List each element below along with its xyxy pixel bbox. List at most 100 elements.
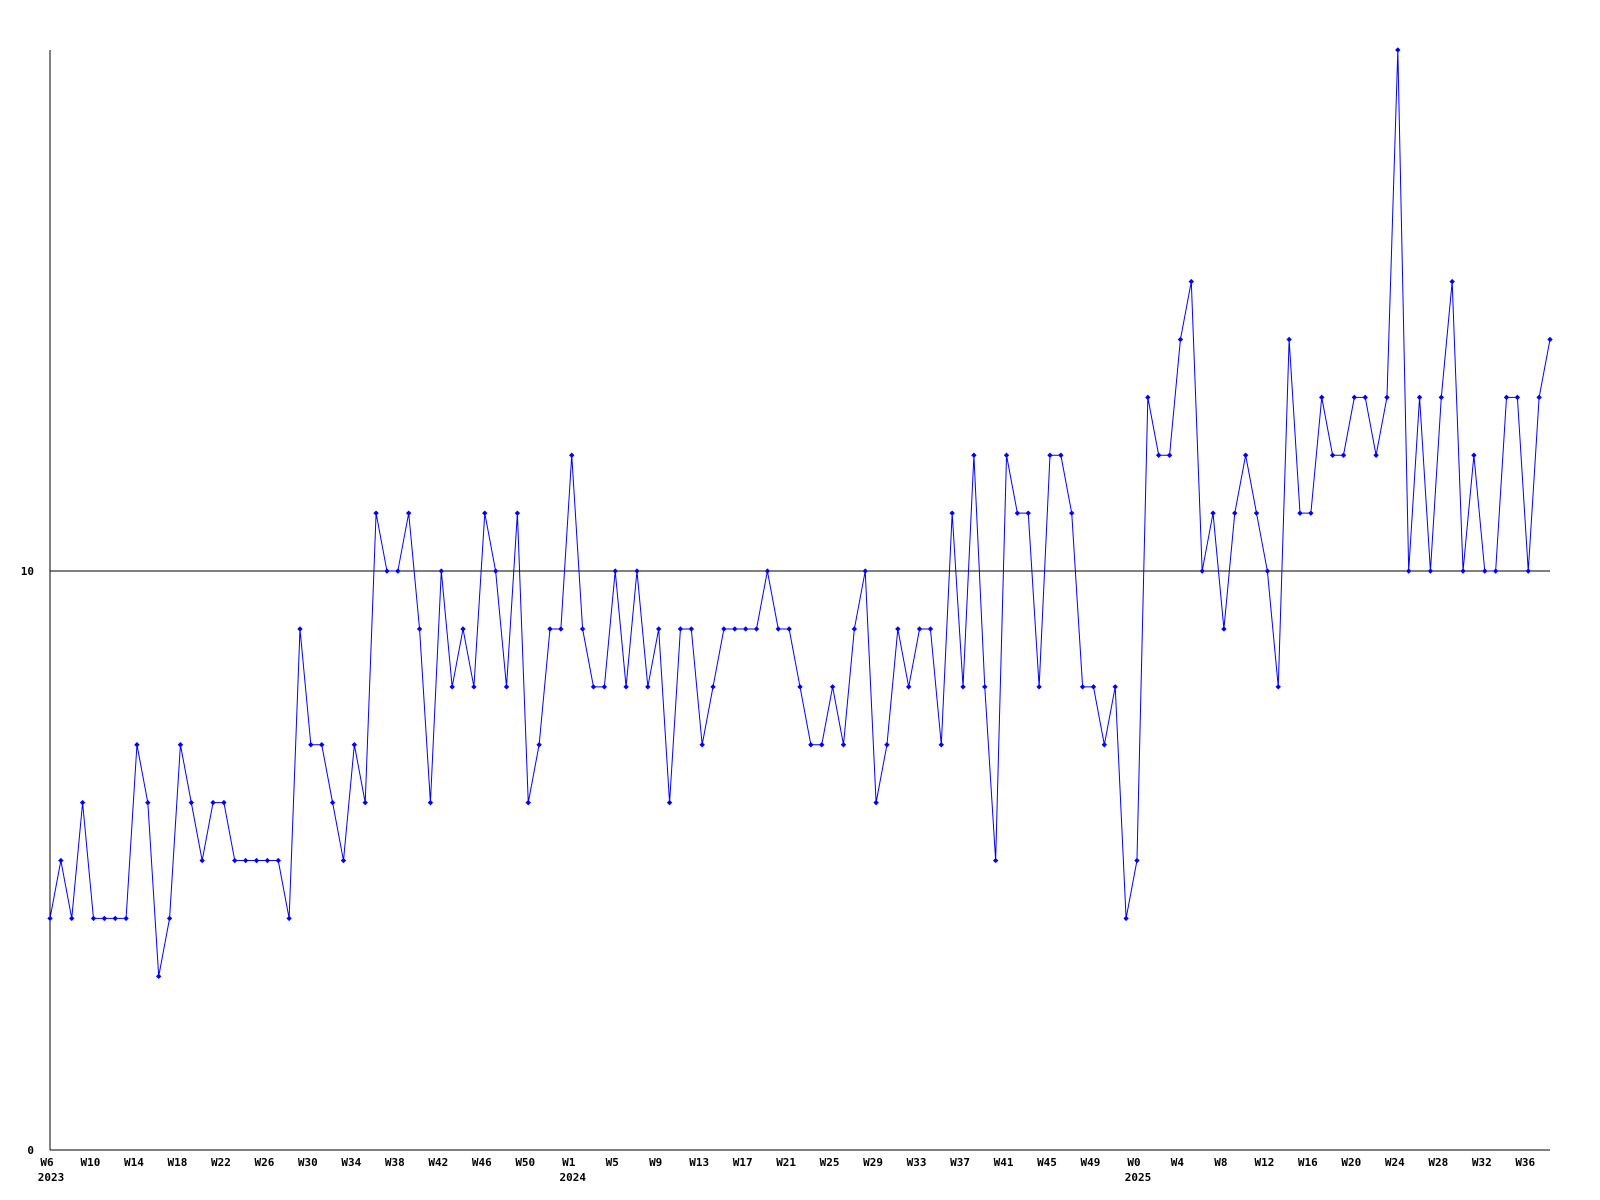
data-point bbox=[1503, 394, 1510, 401]
data-point bbox=[482, 510, 488, 516]
data-point bbox=[1079, 684, 1086, 690]
data-point bbox=[655, 626, 662, 632]
data-point bbox=[840, 742, 847, 748]
data-point bbox=[960, 684, 966, 690]
data-point bbox=[677, 626, 684, 632]
data-point bbox=[405, 510, 412, 516]
data-point bbox=[79, 799, 86, 806]
data-point bbox=[666, 799, 673, 806]
x-tick-label: W37 bbox=[950, 1156, 970, 1169]
data-point bbox=[1525, 568, 1531, 574]
data-point bbox=[1003, 452, 1010, 458]
data-point bbox=[242, 857, 249, 864]
data-point bbox=[221, 799, 227, 806]
data-point bbox=[492, 568, 499, 574]
data-point bbox=[232, 857, 238, 864]
data-point bbox=[1264, 568, 1271, 574]
x-tick-label: W13 bbox=[689, 1156, 709, 1169]
data-point bbox=[1025, 510, 1031, 516]
data-point bbox=[884, 742, 890, 748]
data-point bbox=[1460, 568, 1466, 574]
data-point bbox=[1405, 568, 1412, 574]
data-point bbox=[851, 626, 858, 632]
data-point bbox=[1188, 278, 1195, 285]
x-tick-label: W22 bbox=[211, 1156, 231, 1169]
data-point bbox=[1340, 452, 1347, 458]
data-point bbox=[1253, 510, 1260, 516]
data-point bbox=[1145, 394, 1151, 401]
data-point bbox=[710, 684, 716, 690]
x-tick-label: W6 bbox=[40, 1156, 54, 1169]
y-tick-label: 10 bbox=[21, 565, 34, 578]
data-point bbox=[1014, 510, 1021, 516]
data-point bbox=[460, 626, 466, 632]
data-point bbox=[775, 626, 781, 632]
x-tick-label: W8 bbox=[1214, 1156, 1227, 1169]
data-point bbox=[1492, 568, 1499, 574]
data-point bbox=[90, 915, 97, 922]
data-point bbox=[873, 799, 879, 806]
data-point bbox=[101, 915, 108, 922]
x-tick-label: W49 bbox=[1081, 1156, 1101, 1169]
data-point bbox=[992, 857, 999, 864]
data-point bbox=[1058, 452, 1064, 458]
data-point bbox=[1536, 394, 1542, 401]
x-tick-label: W18 bbox=[167, 1156, 187, 1169]
data-point bbox=[525, 799, 531, 806]
x-tick-labels: W6 2023 W10 W14 W18 W22 W26 W30 W34 W38 W42 W46 W50 W… bbox=[38, 1156, 1536, 1184]
data-point bbox=[982, 684, 988, 690]
data-point bbox=[1308, 510, 1314, 516]
x-tick-label: W50 bbox=[515, 1156, 535, 1169]
x-tick-label: W36 bbox=[1515, 1156, 1535, 1169]
data-point bbox=[286, 915, 292, 922]
x-tick-label: W38 bbox=[385, 1156, 405, 1169]
data-point bbox=[155, 973, 162, 980]
data-point bbox=[1155, 452, 1162, 458]
x-tick-label: W20 bbox=[1341, 1156, 1361, 1169]
x-tick-label: W45 bbox=[1037, 1156, 1057, 1169]
data-point bbox=[1123, 915, 1129, 922]
axes bbox=[49, 50, 1550, 1151]
data-point bbox=[145, 799, 151, 806]
data-point bbox=[601, 684, 608, 690]
data-point bbox=[1547, 336, 1553, 343]
data-point bbox=[1090, 684, 1097, 690]
data-point bbox=[916, 626, 923, 632]
x-tick-label: W41 bbox=[994, 1156, 1014, 1169]
data-point bbox=[558, 626, 564, 632]
data-point bbox=[612, 568, 618, 574]
data-point bbox=[862, 568, 868, 574]
data-point bbox=[210, 799, 216, 806]
data-point bbox=[416, 626, 423, 632]
x-tick-label: W33 bbox=[907, 1156, 927, 1169]
x-tick-label: W10 bbox=[81, 1156, 101, 1169]
data-point bbox=[449, 684, 455, 690]
x-tick-label: W21 bbox=[776, 1156, 796, 1169]
data-point bbox=[895, 626, 901, 632]
data-point bbox=[742, 626, 749, 632]
series-group bbox=[47, 47, 1553, 980]
data-point bbox=[1384, 394, 1390, 401]
data-point bbox=[1373, 452, 1379, 458]
y-tick-labels: 0 10 bbox=[21, 565, 34, 1157]
data-point bbox=[1275, 684, 1281, 690]
data-point bbox=[308, 742, 314, 748]
data-point bbox=[166, 915, 173, 922]
data-point bbox=[471, 684, 477, 690]
data-point bbox=[1047, 452, 1053, 458]
data-point bbox=[808, 742, 814, 748]
data-point bbox=[177, 742, 184, 748]
x-tick-label: W1 bbox=[562, 1156, 576, 1169]
data-point bbox=[579, 626, 586, 632]
x-tick-label: W4 bbox=[1171, 1156, 1185, 1169]
data-point bbox=[1069, 510, 1075, 516]
data-point bbox=[829, 684, 836, 690]
data-point bbox=[1134, 857, 1140, 864]
data-point bbox=[1319, 394, 1325, 401]
data-point bbox=[1362, 394, 1368, 401]
data-point bbox=[1199, 568, 1205, 574]
data-point bbox=[1177, 336, 1184, 343]
data-point bbox=[949, 510, 955, 516]
data-point bbox=[905, 684, 912, 690]
data-point bbox=[384, 568, 390, 574]
